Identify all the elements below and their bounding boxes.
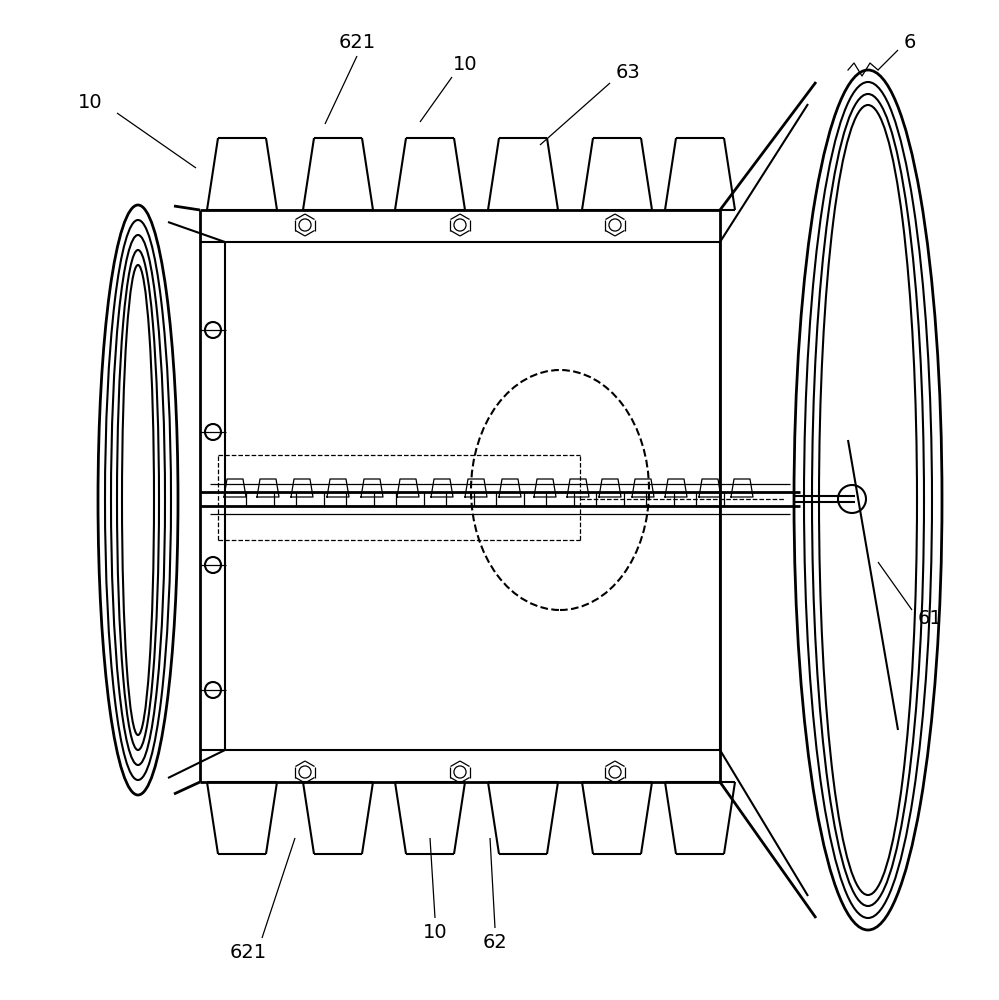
Text: 6: 6 (904, 32, 916, 51)
Text: 63: 63 (615, 62, 640, 82)
Text: 10: 10 (453, 54, 478, 74)
Text: 621: 621 (339, 33, 376, 52)
Text: 61: 61 (918, 608, 942, 628)
Text: 10: 10 (78, 93, 102, 111)
Text: 621: 621 (230, 942, 267, 962)
Text: 10: 10 (423, 922, 448, 942)
Text: 62: 62 (483, 932, 507, 952)
